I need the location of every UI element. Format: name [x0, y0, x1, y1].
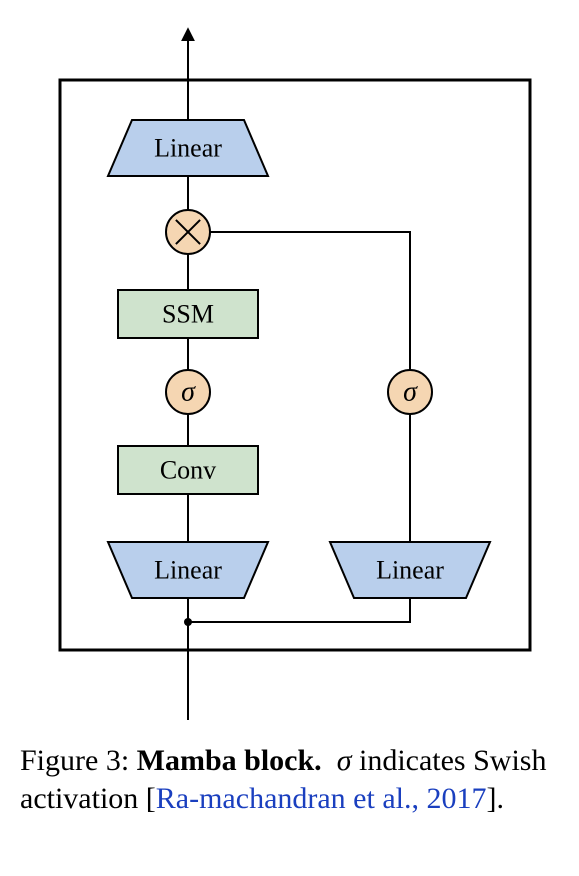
caption-body-2: ].: [486, 782, 504, 815]
figure-caption: Figure 3: Mamba block. σ indicates Swish…: [20, 742, 559, 817]
caption-prefix: Figure 3:: [20, 744, 137, 777]
caption-citation-link[interactable]: Ra-machandran et al., 2017: [156, 782, 487, 815]
svg-text:SSM: SSM: [162, 300, 214, 329]
svg-text:σ: σ: [181, 377, 196, 408]
svg-text:Linear: Linear: [376, 556, 444, 585]
svg-text:σ: σ: [403, 377, 418, 408]
svg-text:Conv: Conv: [160, 456, 216, 485]
mamba-block-diagram: Linear Linear Linear SSM Conv σ σ: [0, 0, 579, 730]
caption-title: Mamba block.: [137, 744, 322, 777]
node-multiply: [166, 210, 210, 254]
svg-text:Linear: Linear: [154, 556, 222, 585]
svg-text:Linear: Linear: [154, 134, 222, 163]
